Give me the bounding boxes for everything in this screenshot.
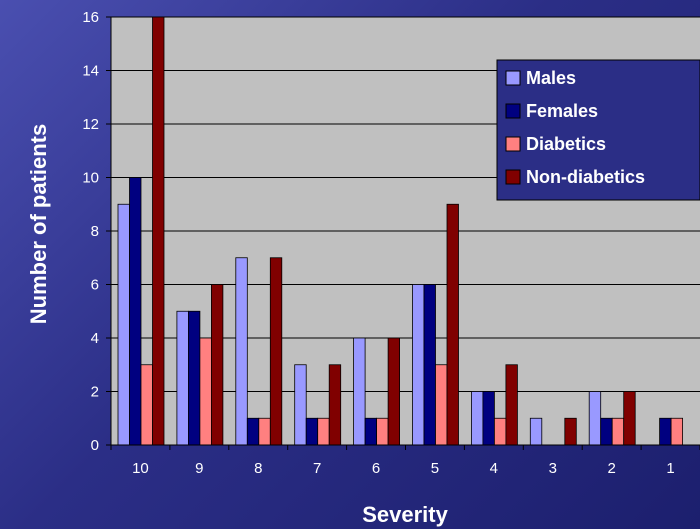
bar-non-diabetics-5: [446, 203, 459, 446]
bar-males-8: [235, 257, 248, 446]
bar-males-2: [588, 391, 602, 446]
bar-females-1: [659, 417, 672, 446]
bar-non-diabetics-6: [387, 337, 401, 446]
bar-females-4: [482, 391, 495, 446]
y-tick-label: 14: [82, 63, 99, 80]
x-tick-label: 7: [313, 460, 321, 477]
bar-non-diabetics-10: [152, 16, 165, 446]
x-tick-label: 8: [254, 460, 262, 477]
bar-males-10: [117, 203, 130, 446]
x-tick-labels: 10 9 8 7 6 5 4 3 2 1: [110, 445, 700, 477]
y-tick-label: 4: [91, 330, 99, 347]
x-tick-label: 4: [490, 460, 498, 477]
bar-non-diabetics-3: [564, 417, 577, 446]
bar-females-2: [600, 417, 613, 446]
legend-label: Diabetics: [526, 134, 606, 154]
bar-non-diabetics-7: [328, 364, 342, 446]
bar-males-7: [294, 364, 307, 446]
bar-females-6: [364, 417, 378, 446]
bar-diabetics-5: [435, 364, 448, 446]
x-tick-label: 10: [132, 460, 149, 477]
legend-label: Non-diabetics: [526, 167, 645, 187]
bar-non-diabetics-9: [210, 284, 224, 446]
legend-swatch-non-diabetics: [505, 169, 521, 185]
bar-females-9: [187, 310, 201, 446]
bar-diabetics-10: [140, 364, 153, 446]
x-tick-label: 6: [372, 460, 380, 477]
x-tick-label: 5: [431, 460, 439, 477]
y-axis-title: Number of patients: [26, 124, 51, 324]
legend-swatch-diabetics: [505, 136, 521, 152]
legend-label: Males: [526, 68, 576, 88]
y-tick-label: 8: [91, 223, 99, 240]
x-tick-label: 2: [607, 460, 615, 477]
bar-diabetics-7: [317, 417, 330, 446]
legend-box: [496, 59, 700, 201]
x-tick-label: 9: [195, 460, 203, 477]
bar-females-7: [305, 417, 319, 446]
bar-diabetics-1: [670, 417, 683, 446]
bar-diabetics-4: [493, 417, 507, 446]
x-tick-label: 1: [666, 460, 674, 477]
bar-non-diabetics-2: [623, 391, 636, 446]
x-axis-title: Severity: [362, 502, 448, 527]
bar-males-9: [176, 310, 189, 446]
bar-males-4: [470, 391, 484, 446]
bar-males-6: [353, 337, 366, 446]
bar-diabetics-8: [258, 417, 271, 446]
bar-non-diabetics-8: [269, 257, 283, 446]
bar-females-10: [129, 177, 142, 446]
legend-swatch-females: [505, 103, 521, 119]
bar-females-8: [246, 417, 260, 446]
bar-males-3: [529, 417, 543, 446]
y-tick-label: 2: [91, 384, 99, 401]
bar-diabetics-2: [611, 417, 625, 446]
y-tick-label: 12: [82, 116, 99, 133]
bar-diabetics-6: [376, 417, 389, 446]
bar-males-5: [412, 284, 425, 446]
bar-females-5: [423, 284, 436, 446]
x-tick-label: 3: [549, 460, 557, 477]
y-tick-label: 10: [82, 170, 99, 187]
legend: Males Females Diabetics Non-diabetics: [496, 59, 700, 201]
y-tick-label: 6: [91, 277, 99, 294]
y-tick-label: 0: [91, 437, 99, 454]
legend-label: Females: [526, 101, 598, 121]
bar-non-diabetics-4: [505, 364, 518, 446]
legend-swatch-males: [505, 70, 521, 86]
bar-diabetics-9: [199, 337, 212, 446]
y-tick-labels: 0 2 4 6 8 10 12 14 16: [82, 9, 111, 454]
y-tick-label: 16: [82, 9, 99, 26]
